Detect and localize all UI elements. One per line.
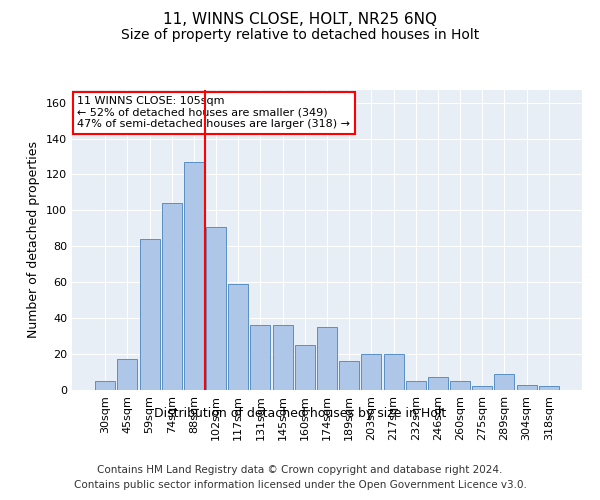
Text: Contains public sector information licensed under the Open Government Licence v3: Contains public sector information licen…: [74, 480, 526, 490]
Text: Distribution of detached houses by size in Holt: Distribution of detached houses by size …: [154, 408, 446, 420]
Bar: [184, 162, 204, 390]
Bar: [517, 384, 536, 390]
Bar: [339, 362, 359, 390]
Y-axis label: Number of detached properties: Number of detached properties: [28, 142, 40, 338]
Bar: [383, 354, 404, 390]
Bar: [494, 374, 514, 390]
Bar: [450, 381, 470, 390]
Text: 11 WINNS CLOSE: 105sqm
← 52% of detached houses are smaller (349)
47% of semi-de: 11 WINNS CLOSE: 105sqm ← 52% of detached…: [77, 96, 350, 129]
Bar: [428, 378, 448, 390]
Text: Contains HM Land Registry data © Crown copyright and database right 2024.: Contains HM Land Registry data © Crown c…: [97, 465, 503, 475]
Text: Size of property relative to detached houses in Holt: Size of property relative to detached ho…: [121, 28, 479, 42]
Bar: [539, 386, 559, 390]
Bar: [361, 354, 382, 390]
Bar: [406, 381, 426, 390]
Bar: [95, 381, 115, 390]
Bar: [250, 326, 271, 390]
Bar: [472, 386, 492, 390]
Bar: [162, 203, 182, 390]
Bar: [206, 226, 226, 390]
Bar: [118, 360, 137, 390]
Bar: [295, 345, 315, 390]
Bar: [228, 284, 248, 390]
Bar: [272, 326, 293, 390]
Bar: [140, 239, 160, 390]
Text: 11, WINNS CLOSE, HOLT, NR25 6NQ: 11, WINNS CLOSE, HOLT, NR25 6NQ: [163, 12, 437, 28]
Bar: [317, 327, 337, 390]
